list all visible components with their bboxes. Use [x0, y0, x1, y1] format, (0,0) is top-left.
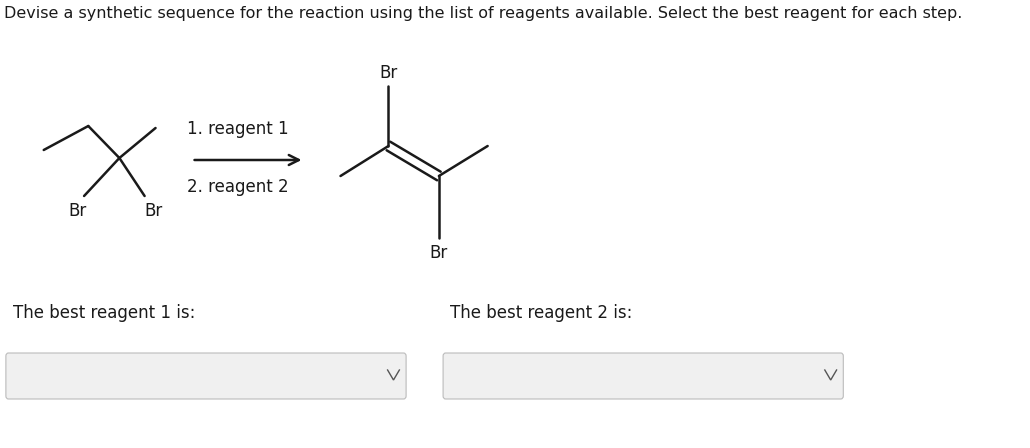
- Text: 2. reagent 2: 2. reagent 2: [187, 178, 289, 196]
- Text: The best reagent 1 is:: The best reagent 1 is:: [12, 304, 195, 322]
- Text: Devise a synthetic sequence for the reaction using the list of reagents availabl: Devise a synthetic sequence for the reac…: [4, 6, 963, 21]
- Text: Br: Br: [379, 64, 398, 82]
- Text: Br: Br: [144, 202, 162, 220]
- FancyBboxPatch shape: [6, 353, 406, 399]
- Text: Br: Br: [430, 244, 448, 262]
- FancyBboxPatch shape: [443, 353, 844, 399]
- Text: Br: Br: [68, 202, 87, 220]
- Text: 1. reagent 1: 1. reagent 1: [187, 120, 289, 138]
- Text: The best reagent 2 is:: The best reagent 2 is:: [450, 304, 632, 322]
